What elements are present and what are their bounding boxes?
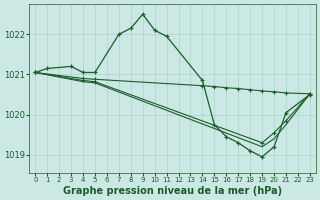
- X-axis label: Graphe pression niveau de la mer (hPa): Graphe pression niveau de la mer (hPa): [63, 186, 282, 196]
